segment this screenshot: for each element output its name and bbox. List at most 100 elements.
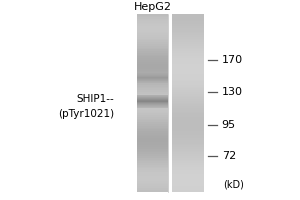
Bar bbox=[136, 62, 168, 64]
Bar bbox=[136, 67, 168, 69]
Bar bbox=[172, 49, 204, 51]
Bar bbox=[136, 156, 168, 158]
Bar bbox=[136, 99, 168, 101]
Bar bbox=[172, 122, 204, 124]
Bar bbox=[136, 104, 168, 105]
Bar bbox=[172, 135, 204, 136]
Bar bbox=[136, 78, 168, 79]
Bar bbox=[172, 97, 204, 99]
Bar bbox=[172, 144, 204, 145]
Bar bbox=[136, 98, 168, 99]
Bar bbox=[136, 74, 168, 75]
Bar bbox=[136, 39, 168, 40]
Bar bbox=[172, 149, 204, 151]
Bar bbox=[136, 51, 168, 53]
Bar bbox=[136, 80, 168, 81]
Bar bbox=[136, 174, 168, 176]
Bar bbox=[136, 30, 168, 32]
Bar bbox=[136, 58, 168, 60]
Bar bbox=[136, 82, 168, 83]
Text: 72: 72 bbox=[222, 151, 236, 161]
Bar bbox=[136, 95, 168, 96]
Bar bbox=[172, 16, 204, 17]
Bar bbox=[172, 110, 204, 112]
Bar bbox=[172, 160, 204, 161]
Text: (pTyr1021): (pTyr1021) bbox=[58, 109, 114, 119]
Text: 130: 130 bbox=[222, 87, 243, 97]
Bar bbox=[136, 100, 168, 101]
Bar bbox=[136, 115, 168, 117]
Bar bbox=[172, 17, 204, 19]
Bar bbox=[136, 122, 168, 124]
Bar bbox=[136, 76, 168, 78]
Bar bbox=[136, 144, 168, 145]
Bar bbox=[172, 94, 204, 96]
Bar bbox=[136, 160, 168, 161]
Bar bbox=[172, 129, 204, 131]
Bar bbox=[136, 65, 168, 67]
Bar bbox=[136, 69, 168, 71]
Bar bbox=[172, 108, 204, 110]
Bar bbox=[136, 129, 168, 131]
Bar bbox=[172, 128, 204, 129]
Bar bbox=[136, 142, 168, 144]
Bar bbox=[136, 26, 168, 28]
Bar bbox=[136, 55, 168, 56]
Bar bbox=[172, 65, 204, 67]
Bar bbox=[136, 179, 168, 181]
Bar bbox=[172, 19, 204, 21]
Bar bbox=[172, 39, 204, 40]
Bar bbox=[172, 133, 204, 135]
Bar bbox=[136, 106, 168, 108]
Bar bbox=[172, 62, 204, 64]
Bar bbox=[172, 42, 204, 44]
Bar bbox=[172, 126, 204, 128]
Bar bbox=[172, 83, 204, 85]
Bar bbox=[136, 170, 168, 172]
Bar bbox=[136, 74, 168, 76]
Bar bbox=[136, 72, 168, 74]
Bar bbox=[172, 35, 204, 37]
Bar bbox=[136, 88, 168, 90]
Bar bbox=[136, 186, 168, 188]
Bar bbox=[172, 46, 204, 48]
Bar bbox=[172, 174, 204, 176]
Bar bbox=[136, 90, 168, 92]
Bar bbox=[172, 168, 204, 170]
Bar bbox=[172, 21, 204, 23]
Bar bbox=[136, 177, 168, 179]
Bar bbox=[172, 37, 204, 39]
Bar bbox=[172, 112, 204, 113]
Bar bbox=[136, 161, 168, 163]
Bar bbox=[136, 76, 168, 77]
Bar bbox=[136, 108, 168, 110]
Bar bbox=[172, 32, 204, 33]
Bar bbox=[136, 190, 168, 192]
Bar bbox=[172, 136, 204, 138]
Bar bbox=[172, 53, 204, 55]
Bar bbox=[172, 99, 204, 101]
Bar bbox=[136, 168, 168, 170]
Bar bbox=[172, 184, 204, 186]
Bar bbox=[172, 48, 204, 49]
Bar bbox=[136, 24, 168, 26]
Bar bbox=[172, 167, 204, 168]
Bar bbox=[172, 138, 204, 140]
Bar bbox=[136, 73, 168, 74]
Bar bbox=[172, 117, 204, 119]
Bar bbox=[136, 128, 168, 129]
Bar bbox=[136, 152, 168, 154]
Bar bbox=[136, 103, 168, 104]
Bar bbox=[136, 49, 168, 51]
Bar bbox=[136, 147, 168, 149]
Bar bbox=[172, 147, 204, 149]
Bar bbox=[136, 92, 168, 94]
Bar bbox=[172, 115, 204, 117]
Bar bbox=[136, 23, 168, 24]
Bar bbox=[172, 142, 204, 144]
Bar bbox=[172, 30, 204, 32]
Bar bbox=[136, 96, 168, 97]
Bar bbox=[172, 55, 204, 56]
Bar bbox=[136, 131, 168, 133]
Bar bbox=[136, 79, 168, 80]
